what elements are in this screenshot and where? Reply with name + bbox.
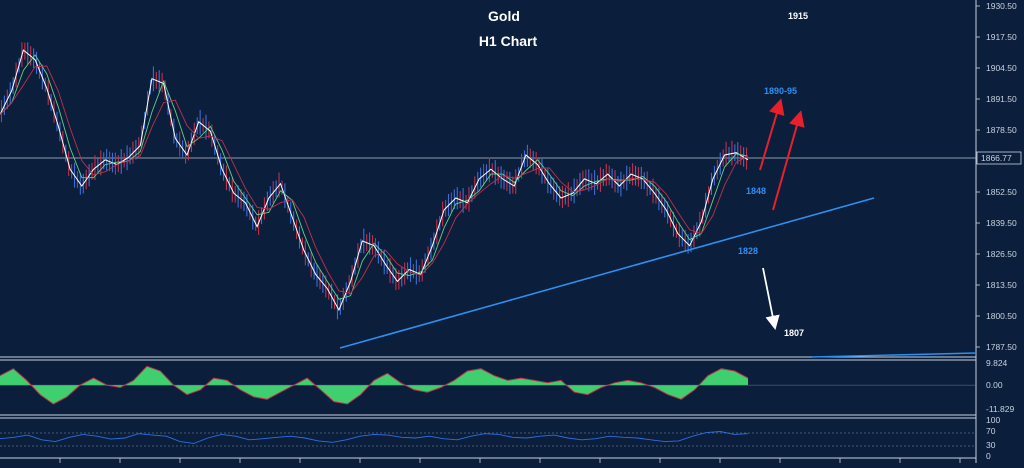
oscillator-2-tick: 70 — [986, 426, 996, 436]
price-axis: 1930.501917.501904.501891.501878.501865.… — [976, 1, 1017, 352]
annotation-target: 1890-95 — [764, 86, 797, 96]
y-tick-label: 1787.50 — [986, 342, 1017, 352]
oscillator-1-axis: 9.824 0.00 -11.829 — [986, 358, 1014, 414]
y-tick-label: 1813.50 — [986, 280, 1017, 290]
oscillator-2 — [0, 431, 749, 444]
y-tick-label: 1878.50 — [986, 125, 1017, 135]
y-tick-label: 1930.50 — [986, 1, 1017, 11]
price-line — [0, 49, 749, 312]
oscillator-2-line — [0, 431, 749, 444]
support-trendline — [339, 197, 875, 349]
y-tick-label: 1917.50 — [986, 32, 1017, 42]
ma-slow-line — [0, 65, 749, 294]
red-arrow-up-1 — [759, 98, 785, 171]
oscillator-1-tick: 0.00 — [986, 380, 1003, 390]
white-arrow-down — [762, 267, 780, 331]
panel-frames — [0, 0, 977, 463]
annotation-1848: 1848 — [746, 186, 766, 196]
lower-trendline — [811, 352, 977, 358]
oscillator-2-tick: 30 — [986, 440, 996, 450]
oscillator-2-tick: 100 — [986, 415, 1000, 425]
current-price-label: 1866.77 — [981, 153, 1012, 163]
annotation-1915: 1915 — [788, 11, 808, 21]
annotation-1828: 1828 — [738, 246, 758, 256]
oscillator-1 — [0, 365, 976, 405]
oscillator-1-tick: -11.829 — [986, 404, 1014, 414]
y-tick-label: 1904.50 — [986, 63, 1017, 73]
current-price-box — [976, 151, 1022, 165]
chart-subtitle: H1 Chart — [479, 33, 538, 49]
y-tick-label: 1891.50 — [986, 94, 1017, 104]
y-tick-label: 1852.50 — [986, 187, 1017, 197]
oscillator-1-tick: 9.824 — [986, 358, 1008, 368]
price-series — [0, 42, 749, 320]
red-arrow-up-2 — [772, 110, 805, 211]
chart-title: Gold — [488, 8, 520, 24]
y-tick-label: 1826.50 — [986, 249, 1017, 259]
oscillator-2-tick: 0 — [986, 451, 991, 461]
annotation-1807: 1807 — [784, 328, 804, 338]
y-tick-label: 1800.50 — [986, 311, 1017, 321]
y-tick-label: 1839.50 — [986, 218, 1017, 228]
